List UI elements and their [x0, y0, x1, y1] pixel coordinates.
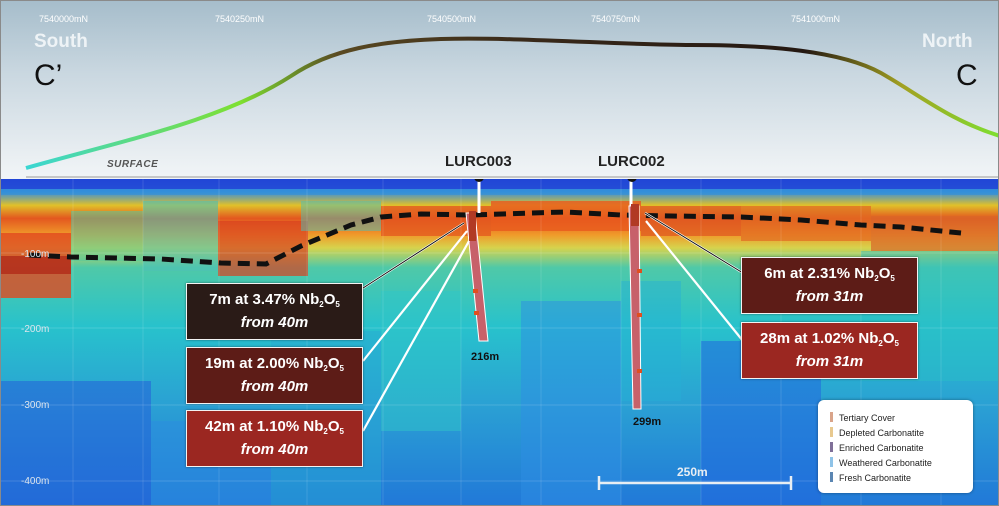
legend-item: Tertiary Cover — [830, 412, 895, 424]
legend-swatch — [830, 412, 833, 422]
section-label-left: C’ — [34, 59, 63, 92]
scale-bar-label: 250m — [677, 465, 708, 479]
depth-tick: -400m — [21, 476, 50, 487]
legend-swatch — [830, 442, 833, 452]
topography-profile — [25, 36, 998, 178]
hole-label-lurc002: LURC002 — [598, 153, 665, 170]
northing-label: 7540500mN — [427, 14, 477, 24]
legend-item: Weathered Carbonatite — [830, 457, 932, 469]
depth-tick: -100m — [21, 249, 50, 260]
drillhole-lurc002 — [627, 179, 642, 410]
legend-item: Depleted Carbonatite — [830, 427, 924, 439]
hole-end-depth-lurc002: 299m — [633, 416, 662, 428]
legend-swatch — [830, 472, 833, 482]
northing-label: 7540000mN — [39, 14, 89, 24]
legend-swatch — [830, 427, 833, 437]
surface-label: SURFACE — [107, 159, 159, 170]
northing-label: 7541000mN — [791, 14, 841, 24]
hole-end-depth-lurc003: 216m — [471, 351, 500, 363]
intercept-box: 19m at 2.00% Nb2O5 from 40m — [186, 347, 363, 404]
intercept-box: 6m at 2.31% Nb2O5 from 31m — [741, 257, 918, 314]
intercept-box: 42m at 1.10% Nb2O5 from 40m — [186, 410, 363, 467]
drillhole-lurc003 — [465, 179, 489, 342]
northing-label: 7540250mN — [215, 14, 265, 24]
surface-topography-panel — [1, 1, 998, 179]
intercept-box: 28m at 1.02% Nb2O5 from 31m — [741, 322, 918, 379]
northing-label: 7540750mN — [591, 14, 641, 24]
hole-label-lurc003: LURC003 — [445, 153, 512, 170]
depth-tick: -300m — [21, 400, 50, 411]
compass-north: North — [922, 31, 973, 52]
legend-item: Enriched Carbonatite — [830, 442, 924, 454]
legend-swatch — [830, 457, 833, 467]
legend-item: Fresh Carbonatite — [830, 472, 911, 484]
lithology-legend: Tertiary Cover Depleted Carbonatite Enri… — [818, 400, 973, 493]
compass-south: South — [34, 31, 88, 52]
depth-tick: -200m — [21, 324, 50, 335]
intercept-box: 7m at 3.47% Nb2O5 from 40m — [186, 283, 363, 340]
section-label-right: C — [956, 59, 978, 92]
